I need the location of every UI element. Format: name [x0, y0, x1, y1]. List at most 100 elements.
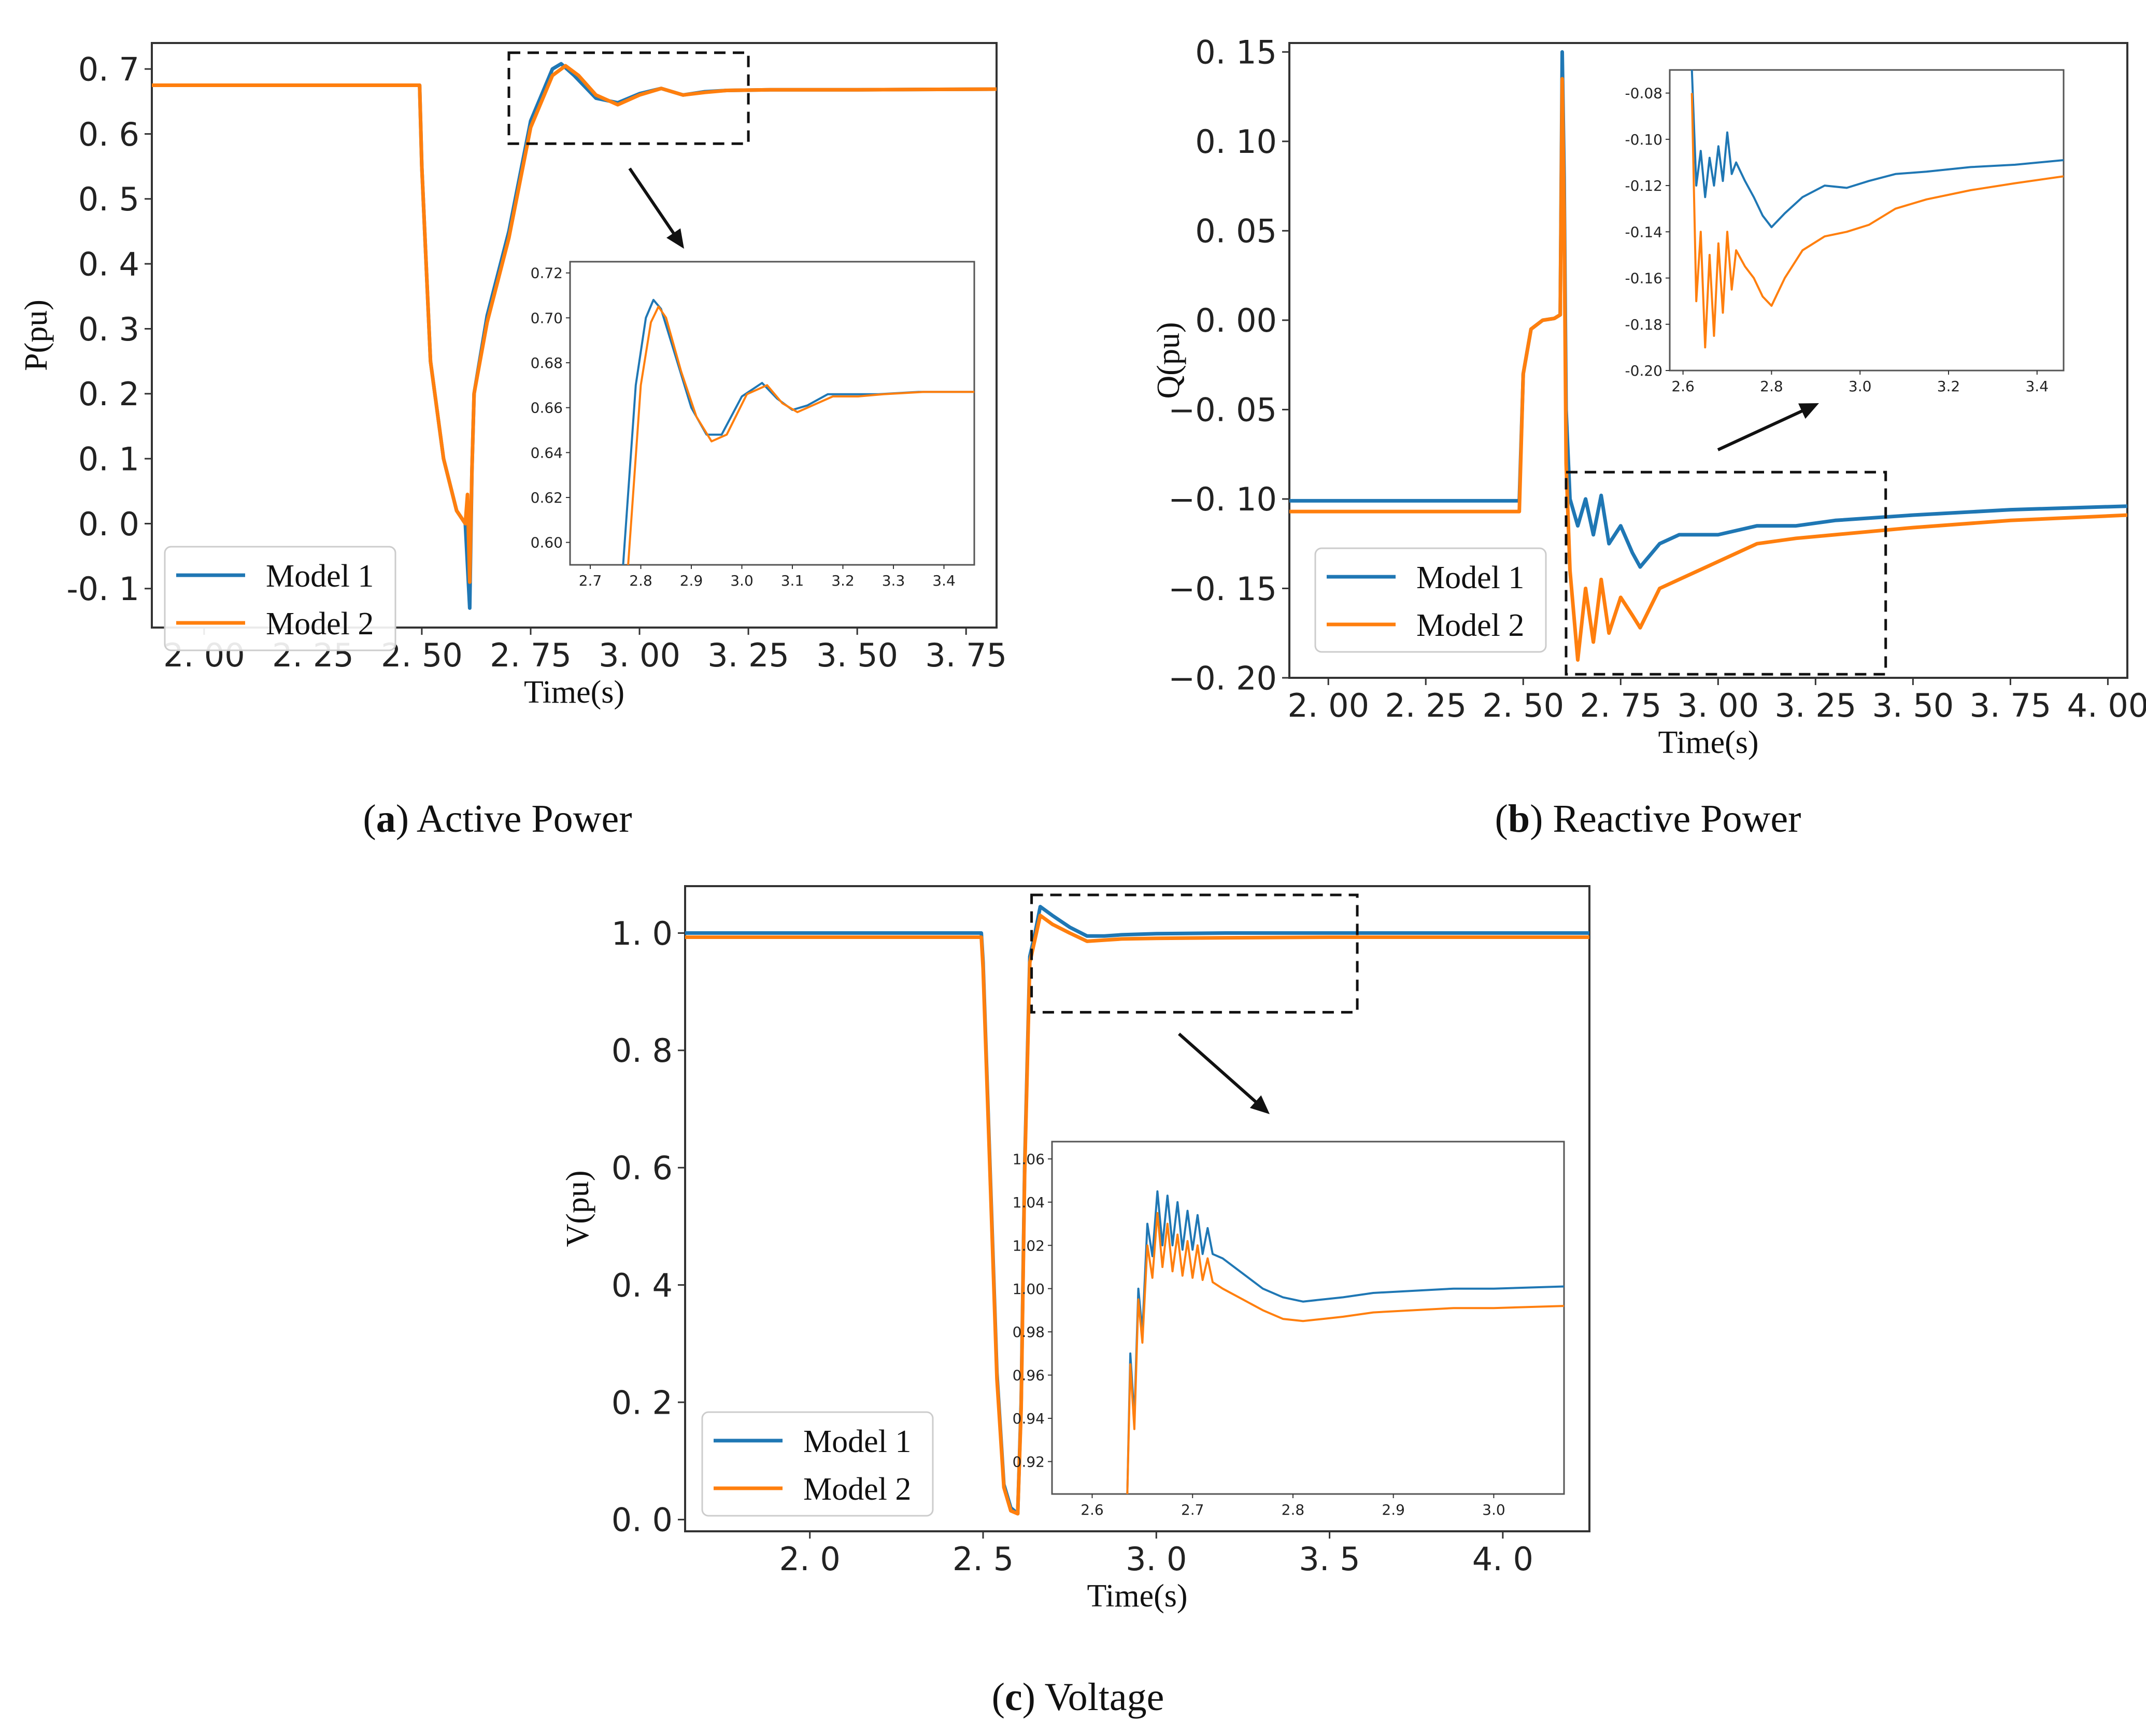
x-axis-label: Time(s) [1087, 1578, 1187, 1614]
inset-x-tick-label: 2.7 [579, 572, 602, 589]
y-tick-label: 0. 3 [78, 310, 139, 348]
caption-c-text: Voltage [1045, 1675, 1164, 1719]
y-tick-label: −0. 10 [1168, 480, 1277, 518]
inset-y-tick-label: 0.98 [1013, 1324, 1045, 1341]
series-group [152, 62, 997, 610]
caption-a: (a) Active Power [363, 797, 632, 841]
caption-a-text: Active Power [417, 797, 632, 841]
caption-c-letter: c [1005, 1675, 1022, 1719]
x-tick-label: 3. 75 [1969, 687, 2051, 724]
inset-y-tick-label: 0.64 [531, 444, 563, 461]
caption-b-letter: b [1508, 797, 1530, 841]
legend-label-model-2: Model 2 [266, 606, 374, 642]
zoom-region-box [1565, 471, 1887, 676]
zoom-arrow [1717, 408, 1807, 451]
x-tick-label: 3. 25 [707, 636, 789, 674]
y-tick-label: 0. 2 [78, 375, 139, 413]
y-tick-label: −0. 05 [1168, 391, 1277, 429]
x-tick-label: 3. 00 [1677, 687, 1759, 724]
legend-label-model-1: Model 1 [803, 1424, 911, 1459]
y-tick-label: 0. 5 [78, 180, 139, 218]
inset-series-line-model-2 [1126, 1212, 1564, 1494]
inset-series-group [622, 298, 974, 565]
x-tick-label: 3. 00 [599, 636, 680, 674]
y-tick-label: 0. 6 [78, 116, 139, 153]
legend-label-model-1: Model 1 [266, 559, 374, 594]
inset-y-tick-label: 0.60 [531, 534, 563, 551]
x-tick-label: 2. 5 [953, 1540, 1014, 1578]
y-tick-label: 0. 1 [78, 440, 139, 478]
inset-y-tick-label: -0.16 [1625, 270, 1662, 287]
y-axis-label: V(pu) [560, 1170, 595, 1247]
inset-series-group [1126, 1190, 1564, 1494]
inset-x-tick-label: 2.7 [1181, 1501, 1204, 1518]
x-tick-label: 3. 25 [1774, 687, 1856, 724]
inset-series-line-model-1 [1690, 70, 2064, 229]
x-tick-label: 2. 00 [1287, 687, 1369, 724]
caption-b-text: Reactive Power [1553, 797, 1801, 841]
inset-zoom-chart: 2.6 2.8 3.0 3.2 3.4 -0.20 -0.18 -0.16 -0.14 -0.12… [1625, 69, 2065, 395]
inset-zoom-chart: 2.7 2.8 2.9 3.0 3.1 3.2 3.3 3.4 0.60 0.62 0.64 0.66… [531, 261, 975, 589]
y-tick-label: −0. 20 [1168, 659, 1277, 697]
caption-c: (c) Voltage [992, 1675, 1164, 1719]
inset-series-line-model-2 [627, 305, 974, 565]
inset-frame [569, 261, 975, 566]
y-tick-label: 1. 0 [612, 915, 673, 952]
inset-zoom-chart: 2.6 2.7 2.8 2.9 3.0 0.92 0.94 0.96 0.98 1.00 1.02 1… [1013, 1141, 1565, 1518]
inset-y-tick-label: -0.20 [1625, 362, 1662, 379]
zoom-arrow [1178, 1032, 1260, 1106]
zoom-arrow [628, 167, 677, 238]
zoom-region-box [1030, 893, 1359, 1014]
legend: Model 1 Model 2 [1314, 547, 1547, 653]
y-tick-label: 0. 05 [1195, 212, 1277, 250]
inset-x-tick-label: 2.8 [1282, 1501, 1305, 1518]
y-axis-label: P(pu) [19, 300, 54, 371]
y-tick-label: 0. 10 [1195, 123, 1277, 161]
inset-y-tick-label: 1.04 [1013, 1194, 1045, 1211]
inset-frame [1669, 69, 2065, 372]
series-line-model-2 [1289, 77, 2127, 662]
series-group [1289, 50, 2127, 662]
inset-x-tick-label: 3.0 [1482, 1501, 1505, 1518]
inset-x-tick-label: 3.0 [1849, 378, 1872, 395]
caption-a-letter: a [376, 797, 396, 841]
inset-x-tick-label: 2.8 [1760, 378, 1783, 395]
inset-y-tick-label: 0.68 [531, 354, 563, 372]
inset-series-line-model-1 [1126, 1190, 1564, 1494]
x-tick-label: 2. 0 [779, 1540, 841, 1578]
y-tick-label: −0. 15 [1168, 570, 1277, 608]
x-axis-label: Time(s) [1658, 725, 1758, 760]
inset-y-tick-label: 0.62 [531, 489, 563, 506]
panel-b-reactive-power-chart: 2. 00 2. 25 2. 50 2. 75 3. 00 3. 25 3. 50 3. 75… [1151, 34, 2146, 760]
legend-label-model-1: Model 1 [1416, 560, 1524, 595]
y-tick-label: 0. 2 [612, 1384, 673, 1421]
y-tick-label: 0. 7 [78, 50, 139, 88]
y-tick-label: 0. 0 [612, 1501, 673, 1539]
inset-y-tick-label: 0.66 [531, 400, 563, 417]
series-line-model-2 [152, 64, 997, 584]
legend: Model 1 Model 2 [701, 1411, 934, 1517]
inset-series-group [1690, 70, 2064, 349]
panel-a-active-power-chart: 2. 00 2. 25 2. 50 2. 75 3. 00 3. 25 3. 50 3. 75… [19, 42, 1007, 710]
zoom-arrow-head [666, 228, 684, 249]
x-axis-label: Time(s) [524, 675, 624, 710]
inset-y-tick-label: -0.10 [1625, 131, 1662, 148]
x-tick-label: 2. 75 [490, 636, 572, 674]
inset-y-tick-label: 1.02 [1013, 1237, 1045, 1254]
inset-y-tick-label: -0.18 [1625, 316, 1662, 333]
legend: Model 1 Model 2 [164, 546, 396, 651]
panel-c-voltage-chart: 2. 0 2. 5 3. 0 3. 5 4. 0 0. 0 0. 2 0. 4 0. 6 0. 8… [560, 885, 1590, 1614]
y-tick-label: -0. 1 [66, 570, 139, 608]
zoom-region-box [507, 51, 750, 145]
x-tick-label: 3. 50 [1872, 687, 1954, 724]
inset-y-tick-label: 1.06 [1013, 1150, 1045, 1168]
x-tick-label: 2. 50 [1482, 687, 1564, 724]
x-tick-label: 3. 50 [816, 636, 898, 674]
legend-label-model-2: Model 2 [1416, 608, 1524, 643]
inset-x-tick-label: 3.4 [932, 572, 956, 589]
y-tick-label: 0. 8 [612, 1032, 673, 1070]
inset-x-tick-label: 3.1 [781, 572, 804, 589]
y-tick-label: 0. 6 [612, 1149, 673, 1187]
inset-y-tick-label: -0.12 [1625, 177, 1662, 194]
